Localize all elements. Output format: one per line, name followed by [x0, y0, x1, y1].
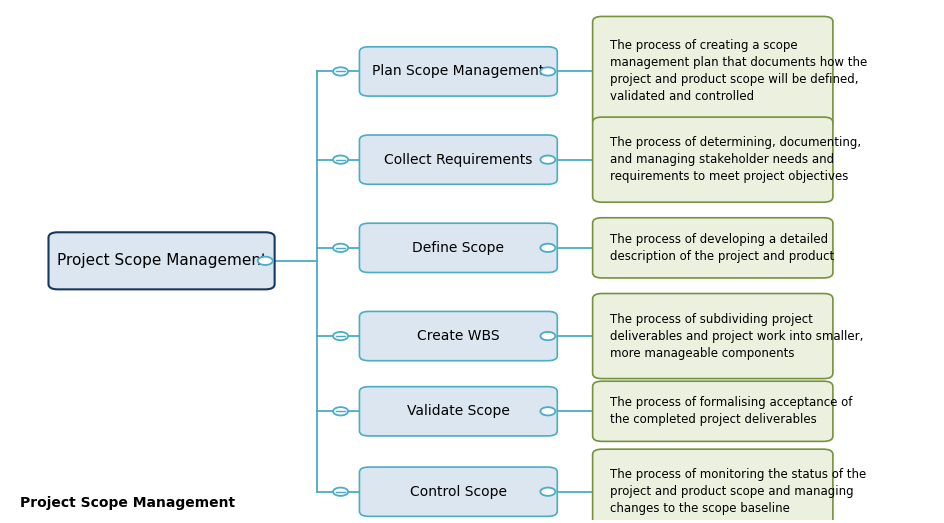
Circle shape: [258, 257, 273, 265]
Text: The process of creating a scope
management plan that documents how the
project a: The process of creating a scope manageme…: [609, 39, 866, 104]
FancyBboxPatch shape: [359, 311, 557, 361]
Circle shape: [332, 407, 347, 415]
Text: The process of developing a detailed
description of the project and product: The process of developing a detailed des…: [609, 233, 833, 263]
Text: The process of subdividing project
deliverables and project work into smaller,
m: The process of subdividing project deliv…: [609, 313, 862, 359]
Circle shape: [332, 244, 347, 252]
FancyBboxPatch shape: [592, 218, 832, 278]
FancyBboxPatch shape: [359, 386, 557, 436]
FancyBboxPatch shape: [359, 47, 557, 96]
FancyBboxPatch shape: [359, 467, 557, 516]
Circle shape: [540, 407, 555, 415]
Text: Project Scope Management: Project Scope Management: [20, 496, 235, 510]
FancyBboxPatch shape: [592, 449, 832, 523]
Text: Project Scope Management: Project Scope Management: [57, 253, 266, 268]
Text: Validate Scope: Validate Scope: [407, 404, 509, 418]
Text: The process of determining, documenting,
and managing stakeholder needs and
requ: The process of determining, documenting,…: [609, 136, 860, 183]
Text: Create WBS: Create WBS: [416, 329, 499, 343]
FancyBboxPatch shape: [592, 293, 832, 379]
Text: The process of monitoring the status of the
project and product scope and managi: The process of monitoring the status of …: [609, 468, 865, 515]
Circle shape: [332, 487, 347, 496]
Text: Control Scope: Control Scope: [410, 485, 506, 499]
FancyBboxPatch shape: [592, 117, 832, 202]
Circle shape: [540, 244, 555, 252]
FancyBboxPatch shape: [359, 135, 557, 184]
Circle shape: [332, 67, 347, 76]
Circle shape: [540, 487, 555, 496]
Circle shape: [540, 332, 555, 340]
FancyBboxPatch shape: [592, 16, 832, 127]
FancyBboxPatch shape: [592, 381, 832, 441]
Text: Plan Scope Management: Plan Scope Management: [372, 64, 544, 78]
Circle shape: [332, 332, 347, 340]
Circle shape: [540, 67, 555, 76]
Text: Define Scope: Define Scope: [412, 241, 504, 255]
Circle shape: [332, 155, 347, 164]
Text: Collect Requirements: Collect Requirements: [384, 153, 532, 167]
Text: The process of formalising acceptance of
the completed project deliverables: The process of formalising acceptance of…: [609, 396, 851, 426]
FancyBboxPatch shape: [48, 232, 275, 289]
FancyBboxPatch shape: [359, 223, 557, 272]
Circle shape: [540, 155, 555, 164]
